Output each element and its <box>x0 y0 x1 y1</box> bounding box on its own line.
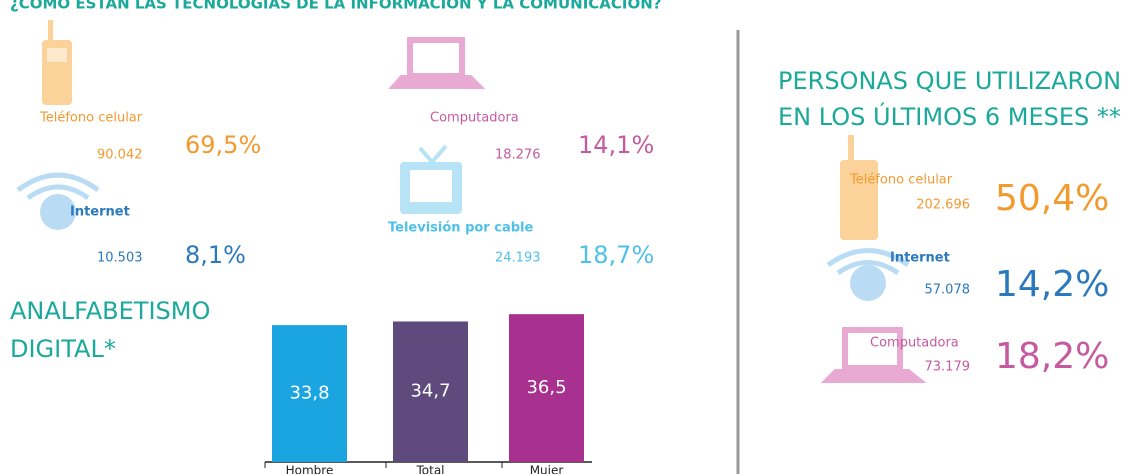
item-count: 24.193 <box>495 251 541 266</box>
bar <box>393 321 468 462</box>
item-count: 10.503 <box>97 251 143 266</box>
bar-value-label: 36,5 <box>526 377 566 398</box>
item-count: 18.276 <box>495 148 541 163</box>
page-title: ¿CÓMO ESTÁN LAS TECNOLOGÍAS DE LA INFORM… <box>10 0 661 13</box>
item-count: 90.042 <box>97 148 143 163</box>
phone-icon <box>42 20 72 105</box>
bar <box>272 325 347 462</box>
bar <box>509 314 584 462</box>
tv-icon <box>400 144 462 214</box>
item-label: Televisión por cable <box>388 221 533 236</box>
item-label: Computadora <box>430 111 519 126</box>
x-tick-label: Hombre <box>286 464 334 474</box>
item-percent: 14,1% <box>578 131 654 159</box>
item-label: Internet <box>890 251 950 266</box>
item-percent: 69,5% <box>185 131 261 159</box>
item-label: Internet <box>70 205 130 220</box>
bar-value-label: 34,7 <box>410 381 450 402</box>
item-count: 57.078 <box>925 283 971 298</box>
item-percent: 14,2% <box>995 264 1109 305</box>
chart-title: ANALFABETISMO DIGITAL* <box>10 297 210 363</box>
item-count: 73.179 <box>925 360 971 375</box>
wifi-icon <box>826 248 910 301</box>
item-percent: 8,1% <box>185 241 246 269</box>
wifi-icon <box>16 172 100 230</box>
item-label: Teléfono celular <box>39 111 143 126</box>
laptop-icon <box>388 37 486 89</box>
item-label: Teléfono celular <box>849 173 953 188</box>
section-title: EN LOS ÚLTIMOS 6 MESES ** <box>778 101 1121 131</box>
bar-value-label: 33,8 <box>289 383 329 404</box>
item-percent: 18,7% <box>578 241 654 269</box>
item-label: Computadora <box>870 336 959 351</box>
x-tick-label: Mujer <box>530 464 564 474</box>
section-title: PERSONAS QUE UTILIZARON <box>778 67 1121 95</box>
item-percent: 18,2% <box>995 336 1109 377</box>
x-tick-label: Total <box>415 464 444 474</box>
item-percent: 50,4% <box>995 178 1109 219</box>
laptop-icon <box>820 327 927 383</box>
item-count: 202.696 <box>916 198 970 213</box>
phone-icon <box>840 135 878 240</box>
